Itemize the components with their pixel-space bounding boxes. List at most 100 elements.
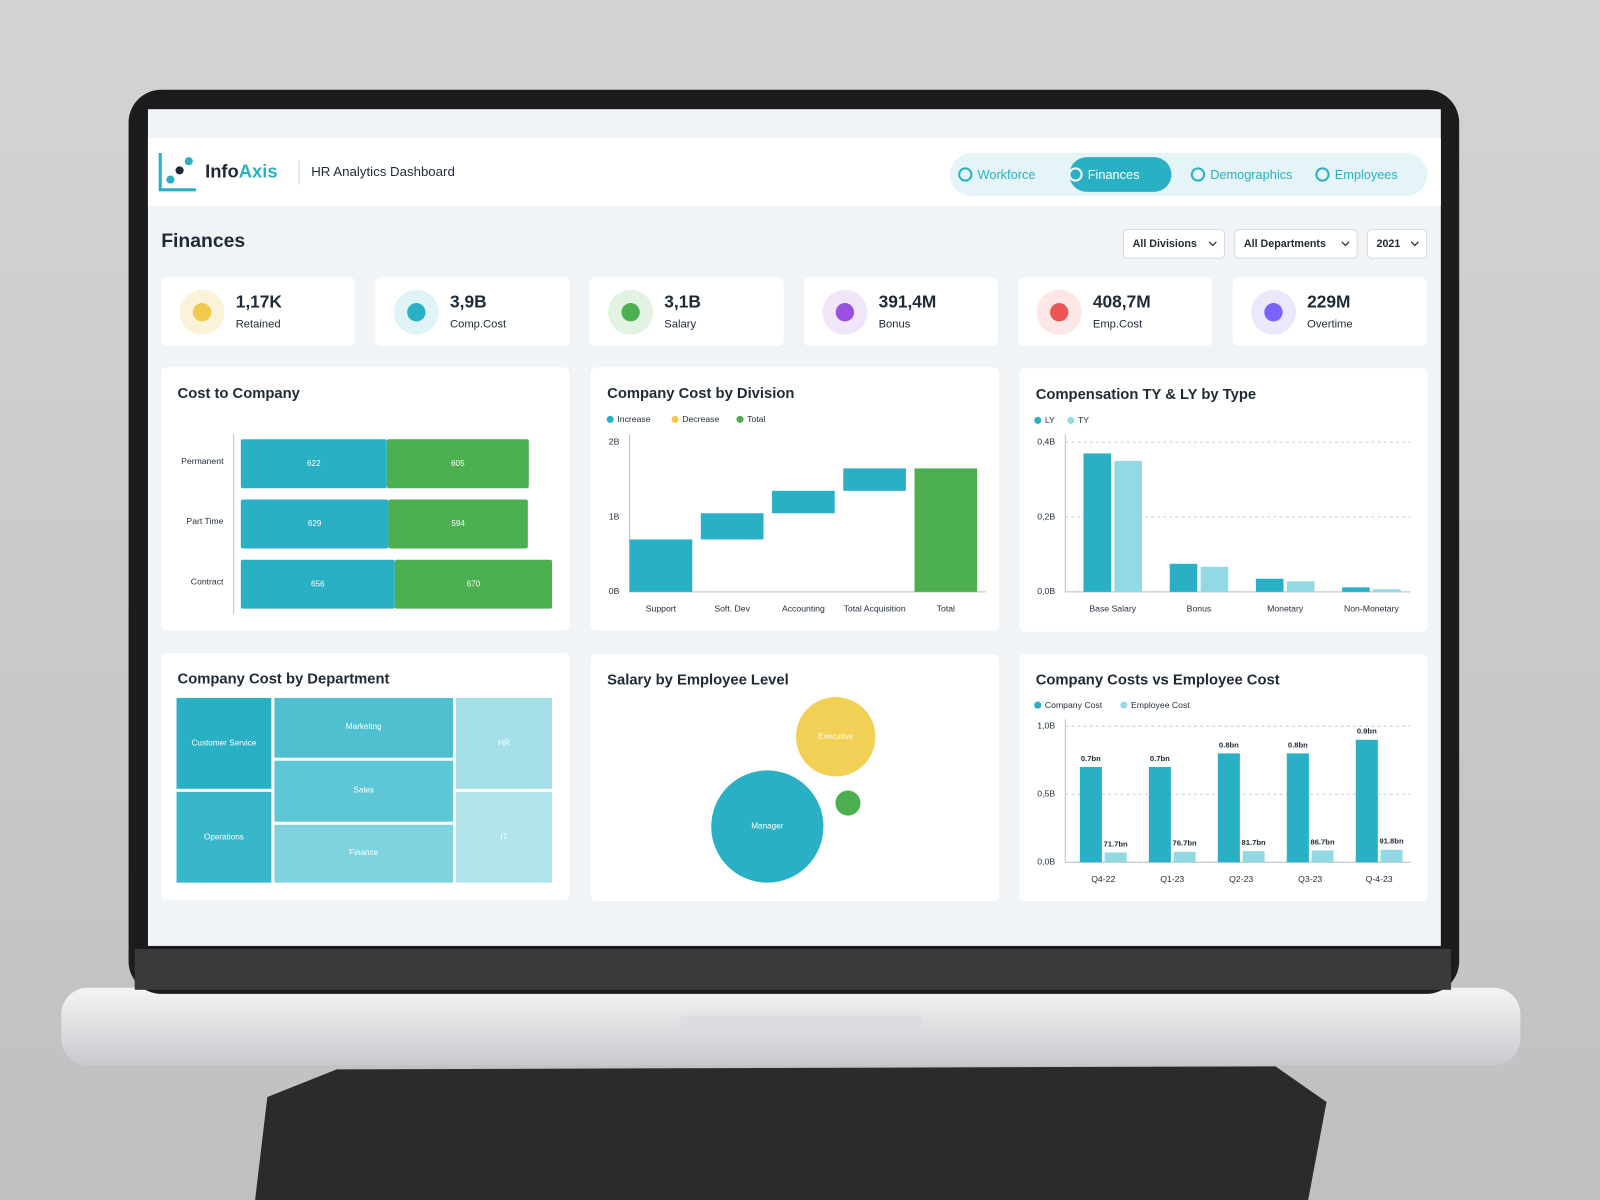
filter-label[interactable]: All Divisions bbox=[1133, 238, 1197, 250]
chart-card: Salary by Employee Level Executive Manager bbox=[590, 654, 999, 902]
nav-item[interactable]: Demographics bbox=[1210, 167, 1292, 182]
brand-part: Info bbox=[205, 160, 239, 181]
chart-title: Company Cost by Division bbox=[607, 386, 794, 402]
kpi-label: Retained bbox=[236, 318, 281, 330]
bar bbox=[1311, 850, 1334, 863]
y-tick-label: 0,5B bbox=[1037, 789, 1055, 799]
bar bbox=[1217, 753, 1240, 863]
data-label: 594 bbox=[451, 519, 465, 528]
legend-label: Total bbox=[747, 414, 765, 424]
page-title: Finances bbox=[161, 230, 245, 252]
y-tick-label: 2B bbox=[609, 436, 620, 446]
bar bbox=[1286, 753, 1309, 863]
nav-icon bbox=[958, 167, 973, 182]
tile-label: Sales bbox=[353, 785, 373, 794]
tile-label: IT bbox=[500, 832, 507, 841]
bar bbox=[1200, 566, 1229, 592]
bar bbox=[1286, 581, 1315, 592]
filter-label[interactable]: 2021 bbox=[1377, 238, 1401, 250]
treemap-tile bbox=[456, 791, 553, 883]
kpi-icon bbox=[192, 303, 212, 322]
y-tick-label: 0,0B bbox=[1037, 586, 1055, 596]
x-tick-label: Monetary bbox=[1267, 603, 1304, 613]
logo-dot bbox=[184, 157, 193, 166]
waterfall-bar bbox=[629, 539, 693, 592]
legend-swatch bbox=[736, 415, 744, 423]
x-tick-label: Bonus bbox=[1187, 603, 1212, 613]
treemap-tile bbox=[274, 697, 453, 758]
data-label: 656 bbox=[311, 579, 325, 588]
kpi-value: 391,4M bbox=[879, 292, 937, 312]
kpi-row: 1,17K Retained 3,9B Comp.Cost 3,1B Salary 391,… bbox=[161, 277, 1427, 346]
x-tick-label: Q3-23 bbox=[1298, 874, 1322, 884]
chart-card: Company Cost by Department Customer Servi… bbox=[161, 653, 570, 900]
treemap-tile bbox=[176, 791, 272, 883]
kpi-label: Bonus bbox=[879, 318, 911, 330]
bubble bbox=[835, 790, 861, 816]
kpi-icon bbox=[1264, 303, 1283, 322]
y-tick-label: 0,4B bbox=[1037, 436, 1055, 446]
kpi-label: Overtime bbox=[1307, 318, 1353, 330]
logo-frame bbox=[158, 153, 196, 192]
x-tick-label: Total bbox=[937, 603, 955, 613]
bar bbox=[1255, 578, 1284, 592]
x-tick-label: Total Acquisition bbox=[844, 603, 906, 613]
filter-dropdown[interactable] bbox=[1366, 229, 1428, 259]
data-label: 0.7bn bbox=[1150, 754, 1170, 763]
kpi-icon bbox=[835, 303, 855, 322]
bar bbox=[1373, 589, 1401, 592]
bar-segment bbox=[386, 439, 529, 489]
legend-swatch bbox=[606, 415, 614, 423]
bar bbox=[1355, 739, 1378, 863]
x-tick-label: Q1-23 bbox=[1160, 874, 1184, 884]
y-tick-label: 1B bbox=[609, 511, 620, 521]
chart-title: Compensation TY & LY by Type bbox=[1036, 387, 1256, 403]
nav-item[interactable]: Finances bbox=[1088, 167, 1140, 182]
bubble bbox=[796, 697, 876, 777]
nav-active-pill bbox=[1069, 157, 1172, 192]
tile-label: Customer Service bbox=[192, 739, 257, 748]
bar bbox=[1380, 849, 1403, 863]
kpi-value: 1,17K bbox=[236, 292, 283, 312]
kpi-value: 229M bbox=[1307, 292, 1350, 312]
bar-segment bbox=[240, 499, 389, 549]
bar bbox=[1104, 852, 1127, 863]
x-tick-label: Q4-22 bbox=[1091, 874, 1115, 884]
data-label: 86.7bn bbox=[1310, 837, 1335, 846]
chart-card: Cost to Company Permanent 622 605 Part Time 6… bbox=[161, 367, 570, 631]
chart-title: Salary by Employee Level bbox=[607, 673, 789, 689]
treemap-tile bbox=[176, 697, 272, 789]
legend-swatch bbox=[1034, 701, 1042, 709]
data-label: 91.8bn bbox=[1379, 837, 1404, 846]
chart-title: Cost to Company bbox=[178, 386, 301, 402]
filter-dropdown[interactable] bbox=[1234, 229, 1358, 259]
data-label: 670 bbox=[467, 579, 481, 588]
logo bbox=[158, 153, 196, 192]
bar bbox=[1342, 587, 1370, 592]
x-tick-label: Q2-23 bbox=[1229, 874, 1253, 884]
tile-label: Finance bbox=[349, 848, 378, 857]
bar bbox=[1242, 851, 1265, 863]
nav-item[interactable]: Workforce bbox=[978, 167, 1036, 182]
legend-swatch bbox=[1034, 416, 1042, 424]
bar bbox=[1173, 851, 1196, 863]
filter-dropdown[interactable] bbox=[1122, 229, 1225, 259]
kpi-icon bbox=[621, 303, 640, 322]
kpi-label: Comp.Cost bbox=[450, 318, 507, 330]
data-label: 71.7bn bbox=[1103, 839, 1128, 848]
kpi-value: 3,9B bbox=[450, 292, 487, 312]
waterfall-bar bbox=[700, 513, 764, 540]
bubble-label: Manager bbox=[751, 822, 783, 831]
nav-items: Workforce Finances Demographics Employees bbox=[958, 157, 1398, 192]
nav-item[interactable]: Employees bbox=[1335, 167, 1398, 182]
y-tick-label: Permanent bbox=[181, 456, 224, 466]
data-label: 0.9bn bbox=[1357, 727, 1377, 736]
filter-label[interactable]: All Departments bbox=[1244, 238, 1326, 250]
legend-label: Employee Cost bbox=[1131, 700, 1190, 710]
legend-swatch bbox=[1120, 701, 1128, 709]
kpi-value: 408,7M bbox=[1093, 292, 1151, 312]
data-label: 0.8bn bbox=[1288, 740, 1308, 749]
data-label: 629 bbox=[308, 519, 322, 528]
